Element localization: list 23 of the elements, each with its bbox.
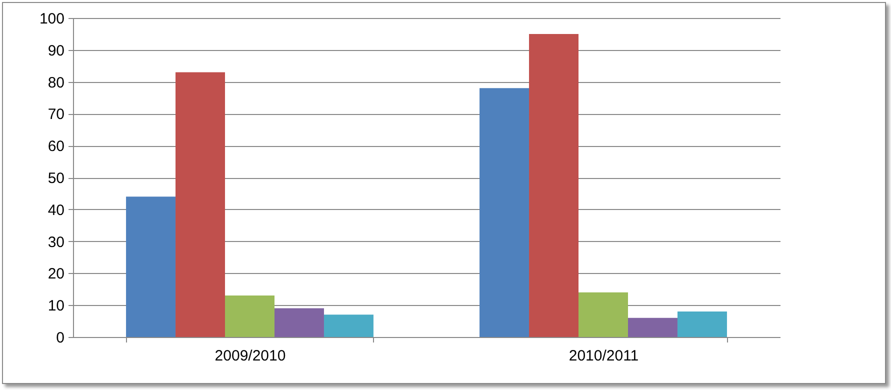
bar <box>225 296 274 337</box>
bar <box>324 314 374 337</box>
bar <box>176 72 226 337</box>
y-tick-label: 80 <box>48 74 64 92</box>
bar <box>274 308 324 337</box>
y-tick-label: 70 <box>48 106 64 124</box>
y-tick-label: 60 <box>48 138 64 156</box>
y-tick-label: 100 <box>39 10 64 28</box>
bar <box>677 311 727 337</box>
x-tick-label: 2010/2011 <box>568 348 639 364</box>
bar <box>126 196 176 337</box>
y-tick-label: 0 <box>56 330 64 346</box>
y-tick-label: 90 <box>48 42 64 60</box>
y-tick-label: 40 <box>48 202 64 219</box>
bar <box>628 318 678 337</box>
y-tick-label: 20 <box>48 266 64 283</box>
x-tick-label: 2009/2010 <box>214 348 286 364</box>
y-tick-label: 50 <box>48 170 64 187</box>
y-tick-label: 30 <box>48 234 64 251</box>
y-tick-label: 10 <box>48 298 64 315</box>
bar <box>578 292 628 337</box>
bar <box>480 88 530 337</box>
bar <box>529 34 579 337</box>
